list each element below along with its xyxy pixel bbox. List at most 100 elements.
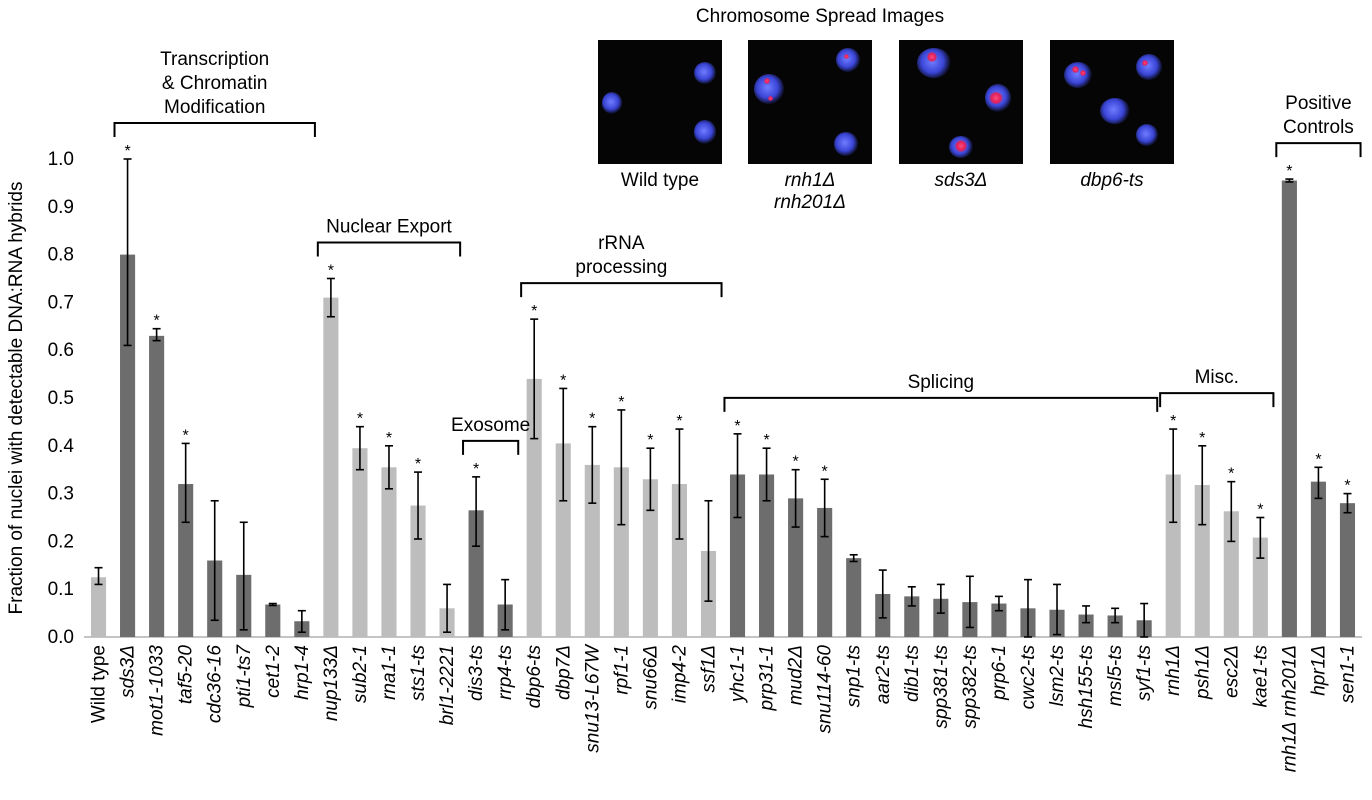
- bar-6: [265, 604, 281, 637]
- x-tick-label: sen1-1: [1337, 645, 1358, 703]
- group-label: Positive: [1285, 93, 1352, 114]
- bar-0: [90, 577, 107, 637]
- x-tick-label: hrp1-4: [292, 645, 313, 700]
- y-tick-label: 0.6: [48, 340, 74, 361]
- significance-star: *: [1170, 413, 1176, 430]
- significance-star: *: [676, 413, 682, 430]
- rnh1-rnh201-spread-image: [748, 40, 872, 164]
- significance-star: *: [589, 411, 595, 428]
- significance-star: *: [1228, 466, 1234, 483]
- wild-type-spread-image: [598, 40, 722, 164]
- x-tick-label: prp31-1: [757, 645, 778, 712]
- bar-37: [1165, 474, 1181, 637]
- x-tick-label: sds3Δ: [118, 645, 139, 698]
- significance-star: *: [1286, 163, 1292, 180]
- panel-caption-rnh1-rnh201: rnh1Δ rnh201Δ: [774, 170, 846, 213]
- y-tick-label: 0.0: [48, 627, 74, 648]
- x-tick-label: snp1-ts: [844, 645, 865, 708]
- x-tick-label: mot1-1033: [147, 645, 168, 736]
- group-bracket: [1159, 392, 1275, 408]
- bar-1: [120, 254, 136, 637]
- group-label: Transcription: [160, 49, 269, 70]
- bar-29: [933, 598, 949, 637]
- x-tick-label: psh1Δ: [1192, 645, 1213, 700]
- significance-star: *: [618, 394, 624, 411]
- x-tick-label: aar2-ts: [873, 645, 894, 705]
- y-tick-label: 0.9: [48, 197, 74, 218]
- bar-38: [1194, 484, 1210, 637]
- x-tick-label: yhc1-1: [728, 645, 749, 704]
- bar-22: [729, 474, 746, 637]
- x-tick-label: rnh1Δ: [1163, 645, 1184, 696]
- significance-star: *: [822, 463, 828, 480]
- x-tick-label: snu66Δ: [640, 645, 661, 710]
- group-label: processing: [575, 257, 667, 278]
- x-tick-label: taf5-20: [176, 645, 197, 705]
- bar-20: [671, 484, 687, 637]
- x-tick-label: rpf1-1: [611, 645, 632, 695]
- y-tick-label: 0.1: [48, 579, 74, 600]
- group-label: Controls: [1283, 117, 1354, 138]
- x-tick-label: msl5-ts: [1105, 645, 1126, 707]
- significance-star: *: [124, 143, 130, 160]
- group-label: Exosome: [451, 415, 530, 436]
- significance-star: *: [357, 411, 363, 428]
- panel-caption-dbp6-ts: dbp6-ts: [1080, 170, 1144, 191]
- significance-star: *: [734, 418, 740, 435]
- x-tick-label: kae1-ts: [1250, 645, 1271, 708]
- significance-star: *: [763, 432, 769, 449]
- bar-35: [1107, 615, 1123, 637]
- x-tick-label: spp381-ts: [931, 645, 952, 729]
- x-tick-label: cdc36-16: [205, 645, 226, 724]
- significance-star: *: [1315, 451, 1321, 468]
- bar-42: [1310, 481, 1326, 637]
- x-tick-label: rrp4-ts: [495, 645, 516, 700]
- x-tick-label: spp382-ts: [960, 645, 981, 729]
- x-tick-label: pti1-ts7: [234, 644, 255, 709]
- x-tick-label: sub2-1: [350, 645, 371, 703]
- significance-star: *: [560, 372, 566, 389]
- bar-8: [323, 297, 339, 637]
- x-tick-label: dis3-ts: [466, 645, 487, 701]
- significance-star: *: [328, 263, 334, 280]
- y-tick-label: 0.2: [48, 531, 74, 552]
- y-tick-label: 0.4: [48, 436, 75, 457]
- bar-19: [642, 479, 658, 637]
- y-axis-label: Fraction of nuclei with detectable DNA:R…: [6, 182, 27, 615]
- significance-star: *: [415, 456, 421, 473]
- x-tick-label: esc2Δ: [1221, 645, 1242, 698]
- x-tick-label: rnh1Δ rnh201Δ: [1279, 645, 1300, 772]
- group-label: & Chromatin: [162, 73, 268, 94]
- y-tick-label: 0.8: [48, 245, 74, 266]
- bar-31: [991, 603, 1007, 637]
- bar-13: [468, 510, 484, 637]
- group-label: rRNA: [598, 233, 645, 254]
- y-tick-label: 0.5: [48, 388, 74, 409]
- significance-star: *: [1257, 502, 1263, 519]
- significance-star: *: [1344, 478, 1350, 495]
- y-tick-label: 1.0: [48, 149, 74, 170]
- x-tick-label: snu114-60: [815, 645, 836, 734]
- x-tick-label: hsh155-ts: [1076, 645, 1097, 729]
- significance-star: *: [647, 432, 653, 449]
- x-tick-label: brl1-2221: [437, 645, 458, 725]
- x-tick-label: cet1-2: [263, 645, 284, 698]
- x-tick-label: snu13-L67W: [582, 643, 603, 753]
- y-tick-label: 0.7: [48, 292, 74, 313]
- significance-star: *: [473, 461, 479, 478]
- chromosome-spread-title: Chromosome Spread Images: [695, 6, 945, 27]
- significance-star: *: [1199, 430, 1205, 447]
- bar-10: [381, 467, 397, 637]
- x-tick-label: lsm2-ts: [1047, 645, 1068, 707]
- significance-star: *: [153, 313, 159, 330]
- group-label: Nuclear Export: [326, 217, 452, 238]
- panel-caption-wild-type: Wild type: [620, 170, 700, 191]
- group-label: Modification: [164, 97, 265, 118]
- bar-24: [788, 498, 804, 637]
- sds3-spread-image: [899, 40, 1023, 164]
- x-tick-label: rna1-1: [379, 645, 400, 700]
- group-bracket: [462, 439, 520, 455]
- group-bracket: [520, 282, 723, 298]
- bar-39: [1223, 511, 1239, 637]
